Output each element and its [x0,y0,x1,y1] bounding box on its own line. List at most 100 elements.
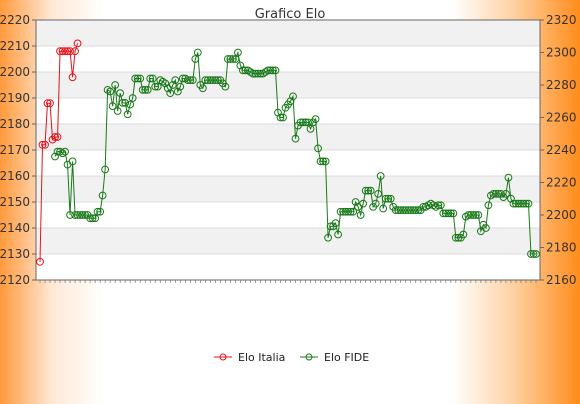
data-point [406,206,415,215]
data-point [203,76,212,85]
data-point [221,82,230,91]
data-point [186,76,195,85]
series-1 [51,48,540,258]
legend-item: Elo FIDE [300,351,369,364]
data-point [344,207,353,216]
data-point [349,207,358,216]
data-point [171,76,180,85]
legend-label: Elo FIDE [324,351,369,364]
data-point [316,157,325,166]
data-point [116,89,125,98]
data-point [436,201,445,210]
data-point [38,140,47,149]
data-point [286,97,295,106]
data-point [314,144,322,153]
left-tick-label: 2220 [0,13,30,27]
data-point [146,74,155,83]
left-tick-label: 2170 [0,143,30,157]
data-point [249,69,257,78]
data-point [532,250,540,258]
data-point [161,79,170,88]
legend-swatch-marker [219,353,227,361]
left-tick-label: 2190 [0,91,30,105]
data-point [381,194,390,203]
data-point [53,133,62,141]
data-point [153,82,162,91]
right-tick-label: 2200 [546,208,577,222]
data-point [96,207,105,216]
data-point [51,152,59,161]
data-point [411,206,420,215]
data-point [404,206,413,215]
data-point [391,206,400,215]
data-point [86,214,95,223]
right-tick-label: 2300 [546,46,577,60]
data-point [208,76,217,85]
data-point [141,85,150,94]
data-point [386,194,395,203]
data-point [434,201,443,210]
data-point [66,47,74,56]
data-point [379,204,388,213]
data-point [321,157,330,166]
data-point [449,209,458,218]
data-point [131,74,140,83]
data-point [504,173,513,182]
data-point [444,209,453,218]
data-point [76,211,84,219]
data-point [324,233,332,242]
data-point [138,85,147,94]
data-point [61,147,69,156]
data-point [73,39,82,48]
data-point [341,207,350,216]
data-point [401,206,410,215]
data-point [111,81,120,89]
data-point [306,124,315,133]
data-point [441,209,450,218]
data-point [359,199,368,208]
data-point [334,230,343,239]
grid-band [36,228,540,254]
data-point [279,113,287,122]
data-point [58,47,67,56]
data-point [106,87,115,96]
data-point [166,89,175,98]
data-point [366,186,375,195]
data-point [68,157,77,166]
data-point [514,199,523,208]
data-point [211,76,220,85]
data-point [173,87,182,96]
grid-band [36,124,540,150]
data-point [183,76,192,85]
grid-band [36,20,540,46]
data-point [254,69,262,78]
data-point [319,157,327,166]
data-point [331,219,340,228]
data-point [206,76,215,85]
data-point [63,47,72,56]
data-point [46,99,54,108]
data-point [466,211,475,219]
series-layer [36,39,540,266]
right-tick-label: 2180 [546,241,577,255]
data-point [529,250,538,258]
data-point [178,74,187,83]
grid-band [36,176,540,202]
data-point [68,73,77,82]
data-point [91,214,100,223]
data-point [512,199,520,208]
data-point [336,207,345,216]
data-point [509,199,518,208]
legend-swatch-marker [305,353,313,361]
data-point [299,118,307,127]
data-point [524,199,533,208]
left-tick-label: 2130 [0,247,30,261]
data-point [394,206,403,215]
data-point [376,172,385,180]
data-point [439,209,448,218]
data-point [304,118,312,127]
data-point [492,189,500,198]
data-point [384,194,393,203]
data-point [36,257,44,266]
data-point [289,92,297,101]
